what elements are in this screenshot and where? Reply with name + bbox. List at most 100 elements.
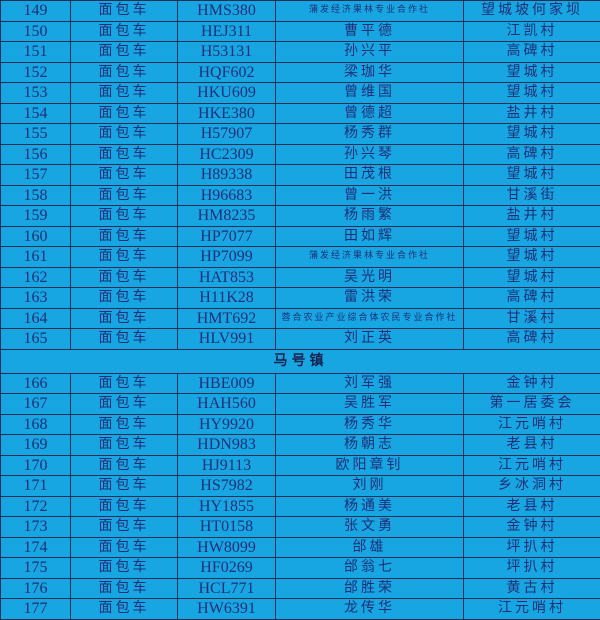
village-name: 望城村: [463, 225, 600, 247]
vehicle-type: 面包车: [70, 184, 178, 206]
section-header-row: 马号镇: [0, 348, 600, 374]
vehicle-type: 面包车: [70, 225, 178, 247]
owner-name: 曹平德: [275, 20, 464, 42]
plate-number: HP7077: [177, 225, 276, 247]
owner-name: 梁珈华: [275, 61, 464, 83]
plate-number: HC2309: [177, 143, 276, 165]
village-name: 高碑村: [463, 41, 600, 63]
village-name: 望城村: [463, 82, 600, 104]
table-row: 162 面包车 HAT853 吴光明 望城村: [0, 266, 600, 288]
owner-name: 曾德超: [275, 102, 464, 124]
table-row: 170 面包车 HJ9113 欧阳章钊 江元哨村: [0, 454, 600, 476]
table-row: 176 面包车 HCL771 邰胜荣 黄古村: [0, 577, 600, 599]
row-number: 149: [0, 0, 71, 22]
vehicle-type: 面包车: [70, 328, 178, 350]
row-number: 175: [0, 557, 71, 579]
owner-name: 吴光明: [275, 266, 464, 288]
owner-name: 邰胜荣: [275, 577, 464, 599]
vehicle-type: 面包车: [70, 205, 178, 227]
vehicle-type: 面包车: [70, 413, 178, 435]
table-row: 173 面包车 HT0158 张文勇 金钟村: [0, 516, 600, 538]
plate-number: HKU609: [177, 82, 276, 104]
plate-number: H11K28: [177, 287, 276, 309]
row-number: 162: [0, 266, 71, 288]
village-name: 望城坡何家坝: [463, 0, 600, 22]
plate-number: HP7099: [177, 246, 276, 268]
table-row: 155 面包车 H57907 杨秀群 望城村: [0, 123, 600, 145]
plate-number: H57907: [177, 123, 276, 145]
village-name: 高碑村: [463, 287, 600, 309]
row-number: 165: [0, 328, 71, 350]
vehicle-type: 面包车: [70, 0, 178, 22]
row-number: 150: [0, 20, 71, 42]
table-row: 163 面包车 H11K28 雷洪荣 高碑村: [0, 287, 600, 309]
village-name: 第一居委会: [463, 393, 600, 415]
plate-number: HY1855: [177, 495, 276, 517]
village-name: 乡冰洞村: [463, 475, 600, 497]
village-name: 坪扒村: [463, 557, 600, 579]
plate-number: HQF602: [177, 61, 276, 83]
row-number: 164: [0, 307, 71, 329]
table-row: 168 面包车 HY9920 杨秀华 江元哨村: [0, 413, 600, 435]
table-row: 160 面包车 HP7077 田如辉 望城村: [0, 225, 600, 247]
row-number: 160: [0, 225, 71, 247]
owner-name: 孙兴琴: [275, 143, 464, 165]
owner-name: 杨雨繁: [275, 205, 464, 227]
row-number: 159: [0, 205, 71, 227]
owner-name: 田茂根: [275, 164, 464, 186]
vehicle-type: 面包车: [70, 434, 178, 456]
plate-number: HJ9113: [177, 454, 276, 476]
row-number: 168: [0, 413, 71, 435]
row-number: 167: [0, 393, 71, 415]
table-row: 153 面包车 HKU609 曾维国 望城村: [0, 82, 600, 104]
village-name: 望城村: [463, 123, 600, 145]
village-name: 金钟村: [463, 372, 600, 394]
vehicle-type: 面包车: [70, 598, 178, 620]
owner-name: 杨朝志: [275, 434, 464, 456]
owner-name: 邰雄: [275, 536, 464, 558]
village-name: 甘溪街: [463, 184, 600, 206]
vehicle-type: 面包车: [70, 266, 178, 288]
row-number: 157: [0, 164, 71, 186]
row-number: 156: [0, 143, 71, 165]
group-1-rows: 149 面包车 HMS380 蒲发经济果林专业合作社 望城坡何家坝 150 面包车 HEJ31…: [0, 0, 600, 350]
plate-number: HDN983: [177, 434, 276, 456]
owner-name: 蒲发经济果林专业合作社: [275, 0, 464, 22]
row-number: 177: [0, 598, 71, 620]
vehicle-type: 面包车: [70, 577, 178, 599]
plate-number: HEJ311: [177, 20, 276, 42]
vehicle-type: 面包车: [70, 123, 178, 145]
row-number: 166: [0, 372, 71, 394]
owner-name: 吴胜军: [275, 393, 464, 415]
village-name: 望城村: [463, 61, 600, 83]
village-name: 江元哨村: [463, 413, 600, 435]
row-number: 153: [0, 82, 71, 104]
plate-number: HS7982: [177, 475, 276, 497]
village-name: 高碑村: [463, 143, 600, 165]
table-row: 152 面包车 HQF602 梁珈华 望城村: [0, 61, 600, 83]
plate-number: HT0158: [177, 516, 276, 538]
table-row: 167 面包车 HAH560 吴胜军 第一居委会: [0, 393, 600, 415]
table-row: 158 面包车 H96683 曾一洪 甘溪街: [0, 184, 600, 206]
vehicle-type: 面包车: [70, 454, 178, 476]
plate-number: HM8235: [177, 205, 276, 227]
plate-number: H53131: [177, 41, 276, 63]
plate-number: HLV991: [177, 328, 276, 350]
group-2-rows: 166 面包车 HBE009 刘军强 金钟村 167 面包车 HAH560 吴胜军 第一居委会 16…: [0, 372, 600, 620]
row-number: 171: [0, 475, 71, 497]
row-number: 161: [0, 246, 71, 268]
table-row: 175 面包车 HF0269 邰翁七 坪扒村: [0, 557, 600, 579]
plate-number: HF0269: [177, 557, 276, 579]
row-number: 154: [0, 102, 71, 124]
owner-name: 龙传华: [275, 598, 464, 620]
vehicle-type: 面包车: [70, 475, 178, 497]
vehicle-type: 面包车: [70, 557, 178, 579]
owner-name: 刘军强: [275, 372, 464, 394]
row-number: 155: [0, 123, 71, 145]
row-number: 169: [0, 434, 71, 456]
table-row: 154 面包车 HKE380 曾德超 盐井村: [0, 102, 600, 124]
village-name: 盐井村: [463, 205, 600, 227]
vehicle-type: 面包车: [70, 287, 178, 309]
owner-name: 刘正英: [275, 328, 464, 350]
